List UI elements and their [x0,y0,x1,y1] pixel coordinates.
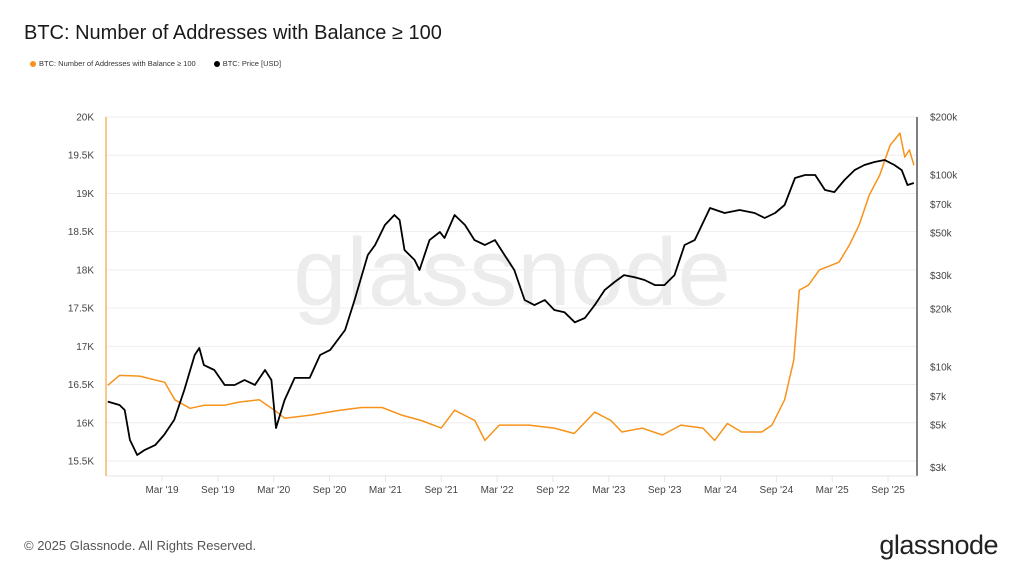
y-right-tick-label: $5k [930,420,947,431]
legend-item-addresses[interactable]: BTC: Number of Addresses with Balance ≥ … [30,59,196,68]
x-tick-label: Sep '19 [201,485,235,496]
copyright: © 2025 Glassnode. All Rights Reserved. [24,538,257,553]
x-tick-label: Sep '23 [648,485,682,496]
y-left-tick-label: 17K [76,342,94,353]
x-tick-label: Mar '22 [481,485,514,496]
y-left-tick-label: 16.5K [68,380,94,391]
y-right-tick-label: $70k [930,200,953,211]
orange-dot-icon [30,60,36,67]
y-left-tick-label: 18K [76,265,94,276]
legend-label: BTC: Number of Addresses with Balance ≥ … [39,59,196,68]
y-right-tick-label: $200k [930,113,958,124]
y-left-tick-label: 15.5K [68,457,94,468]
y-left-tick-label: 16K [76,418,94,429]
legend-label: BTC: Price [USD] [222,59,282,68]
black-dot-icon [213,60,220,67]
y-right-tick-label: $10k [930,363,953,374]
x-tick-label: Sep '22 [536,485,570,496]
x-tick-label: Sep '20 [313,485,347,496]
x-tick-label: Mar '20 [257,485,290,496]
y-right-tick-label: $30k [930,271,953,282]
y-left-tick-label: 19.5K [68,151,94,162]
x-tick-label: Mar '25 [816,485,849,496]
y-right-tick-label: $50k [930,228,953,239]
y-right-tick-label: $7k [930,392,947,403]
glassnode-logo[interactable]: glassnode [879,530,998,560]
y-left-tick-label: 18.5K [68,227,94,238]
addresses-line [107,132,915,442]
legend-item-price[interactable]: BTC: Price [USD] [213,59,282,68]
x-tick-label: Mar '23 [592,485,625,496]
watermark: glassnode [293,219,731,326]
x-tick-label: Sep '21 [424,485,458,496]
price-line [107,159,915,456]
y-left-tick-label: 17.5K [68,304,94,315]
x-tick-label: Mar '21 [369,485,402,496]
y-right-tick-label: $100k [930,171,958,182]
y-left-tick-label: 20K [76,113,94,124]
x-tick-label: Mar '24 [704,485,737,496]
x-tick-label: Mar '19 [145,485,178,496]
chart-legend: BTC: Number of Addresses with Balance ≥ … [30,59,281,68]
y-left-tick-label: 19K [76,189,94,200]
x-tick-label: Sep '25 [871,485,905,496]
x-tick-label: Sep '24 [760,485,794,496]
page-title: BTC: Number of Addresses with Balance ≥ … [24,22,442,44]
y-right-tick-label: $3k [930,463,947,474]
y-right-tick-label: $20k [930,305,953,316]
